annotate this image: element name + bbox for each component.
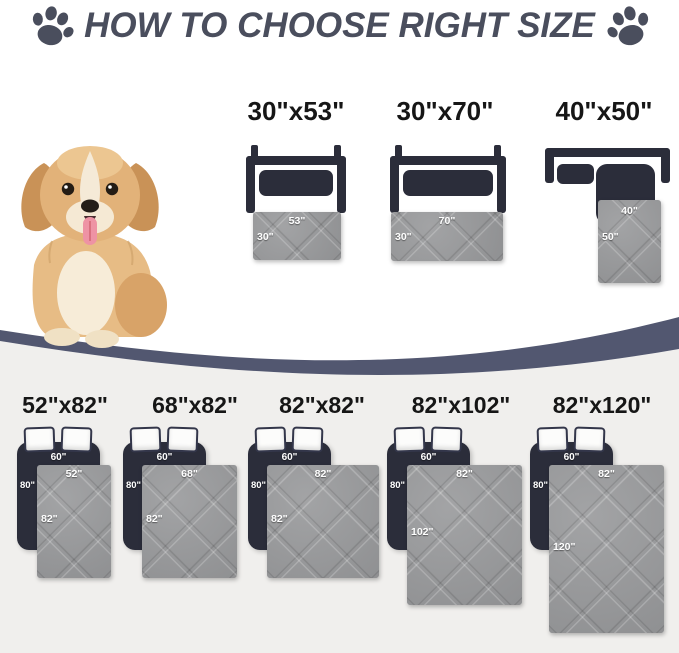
- dimension-label: 82": [41, 513, 58, 525]
- sofa-backrest: [390, 156, 506, 165]
- size-option-label: 40"x50": [555, 96, 653, 126]
- size-option-label: 52"x82": [22, 392, 108, 418]
- dimension-label: 82": [146, 513, 163, 525]
- dimension-label: 60": [420, 452, 437, 463]
- dimension-label: 68": [181, 468, 198, 480]
- dimension-label: 82": [598, 468, 615, 480]
- dimension-label: 60": [156, 452, 173, 463]
- pillow-icon: [536, 426, 569, 453]
- pillow-icon: [254, 426, 287, 453]
- dimension-label: 60": [281, 452, 298, 463]
- pillow-icon: [166, 426, 199, 453]
- pillow-icon: [23, 426, 56, 453]
- dimension-label: 82": [456, 468, 473, 480]
- quilted-blanket: 68" 82": [142, 465, 237, 578]
- dimension-label: 60": [563, 452, 580, 463]
- sofa-icon: [246, 145, 346, 215]
- sofa-cushion: [403, 170, 493, 196]
- size-option-label: 82"x102": [411, 392, 511, 418]
- pillow-icon: [573, 426, 606, 453]
- sofa-post: [494, 145, 501, 162]
- dimension-label: 80": [389, 480, 406, 491]
- quilted-blanket: 52" 82": [37, 465, 111, 578]
- sofa-armrest: [390, 156, 399, 213]
- size-option-label: 68"x82": [152, 392, 238, 418]
- dimension-label: 82": [314, 468, 332, 480]
- sofa-backrest: [545, 148, 670, 157]
- dimension-label: 80": [19, 480, 36, 491]
- sofa-armrest: [661, 148, 670, 183]
- dimension-label: 53": [288, 215, 306, 227]
- paw-icon: [607, 6, 649, 46]
- pillow-icon: [291, 426, 324, 453]
- dimension-label: 80": [532, 480, 549, 491]
- dimension-label: 70": [438, 215, 456, 227]
- quilted-blanket: 82" 120": [549, 465, 664, 633]
- sofa-armrest: [497, 156, 506, 213]
- pillow-icon: [60, 426, 93, 453]
- sofa-armrest: [545, 148, 554, 183]
- dimension-label: 80": [250, 480, 267, 491]
- size-option-label: 30"x70": [396, 96, 494, 126]
- sofa-icon: [390, 145, 506, 215]
- quilted-blanket: 70" 30": [391, 212, 503, 261]
- pillow-icon: [430, 426, 463, 453]
- size-option-label: 82"x120": [552, 392, 652, 418]
- sofa-armrest: [246, 156, 255, 213]
- pillow-icon: [393, 426, 426, 453]
- sofa-post: [251, 145, 258, 162]
- size-option-label: 30"x53": [247, 96, 345, 126]
- dimension-label: 30": [395, 231, 412, 243]
- paw-icon: [32, 6, 74, 46]
- dimension-label: 52": [65, 468, 83, 480]
- dimension-label: 82": [271, 513, 288, 525]
- dimension-label: 60": [50, 452, 67, 463]
- sofa-post: [395, 145, 402, 162]
- dimension-label: 40": [621, 205, 638, 217]
- sofa-cushion: [557, 164, 594, 184]
- sofa-backrest: [246, 156, 346, 165]
- quilted-blanket: 40" 50": [598, 200, 661, 283]
- page-title: HOW TO CHOOSE RIGHT SIZE: [84, 6, 595, 45]
- quilted-blanket: 53" 30": [253, 212, 341, 260]
- quilted-blanket: 82" 82": [267, 465, 379, 578]
- sofa-post: [334, 145, 341, 162]
- dimension-label: 80": [125, 480, 142, 491]
- dimension-label: 120": [553, 541, 576, 553]
- sofa-armrest: [337, 156, 346, 213]
- dog-image: [21, 146, 167, 348]
- sofa-cushion: [259, 170, 333, 196]
- pillow-icon: [129, 426, 162, 453]
- dimension-label: 30": [257, 231, 274, 243]
- quilted-blanket: 82" 102": [407, 465, 522, 605]
- dimension-label: 50": [602, 231, 619, 243]
- size-option-label: 82"x82": [279, 392, 365, 418]
- dimension-label: 102": [411, 526, 434, 538]
